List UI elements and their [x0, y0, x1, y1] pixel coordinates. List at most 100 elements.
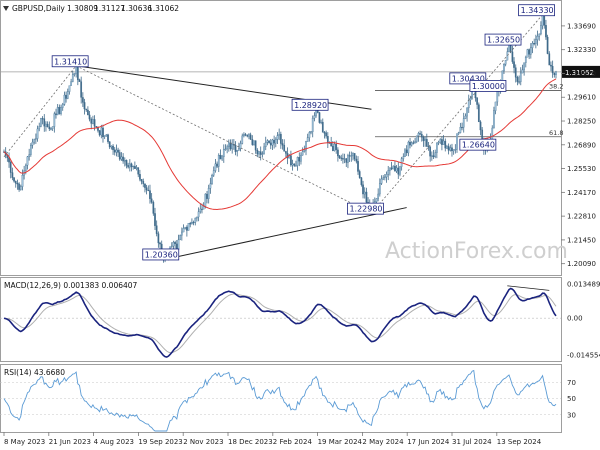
- x-axis-tick-label: 19 Sep 2023: [138, 438, 182, 446]
- price-candle: [285, 151, 287, 154]
- price-candle: [36, 128, 39, 139]
- price-candle: [293, 163, 296, 166]
- macd-y-tick-label: -0.014554: [567, 352, 600, 360]
- price-candle: [268, 140, 270, 144]
- price-candle: [13, 177, 15, 182]
- price-candle: [128, 163, 131, 168]
- price-candle: [140, 179, 143, 182]
- price-candle: [212, 170, 215, 176]
- price-candle: [345, 158, 348, 163]
- price-candle: [66, 91, 69, 99]
- price-candle: [444, 140, 447, 149]
- price-candle: [120, 156, 123, 160]
- price-candle: [375, 198, 378, 202]
- price-annotation-box: [142, 248, 180, 261]
- price-candle: [184, 226, 187, 229]
- price-candle: [526, 49, 529, 58]
- watermark: ActionForex.com: [385, 239, 568, 264]
- price-candle: [357, 161, 359, 172]
- price-candle: [58, 107, 61, 114]
- price-candle: [513, 61, 515, 68]
- price-candle: [281, 143, 284, 146]
- price-candle: [122, 156, 124, 162]
- price-candle: [221, 156, 223, 160]
- fib-level-label: 38.2: [549, 82, 563, 90]
- price-candle: [157, 233, 160, 244]
- rsi-y-tick-label: 30: [567, 411, 576, 419]
- price-candle: [352, 153, 354, 156]
- price-candle: [407, 141, 410, 154]
- sma-line: [3, 78, 557, 210]
- price-annotation-box: [484, 33, 522, 46]
- price-annotation-label: 1.28920: [294, 101, 327, 110]
- price-candle: [303, 149, 306, 152]
- price-candle: [464, 115, 467, 119]
- price-candle: [469, 98, 472, 101]
- price-candle: [180, 231, 183, 236]
- price-candle: [95, 126, 98, 128]
- price-candle: [80, 81, 83, 98]
- macd-signal-line: [3, 293, 557, 354]
- price-candle: [451, 147, 453, 152]
- price-candle: [518, 81, 520, 83]
- price-candle: [187, 223, 190, 231]
- price-candle: [186, 226, 188, 231]
- price-layer: 38.2 61.8 1.31410 1.20360 1.28920 1.22980 1.30…: [0, 4, 600, 263]
- price-candle: [306, 137, 309, 142]
- price-candle: [130, 163, 133, 168]
- price-candle: [46, 123, 49, 128]
- x-axis-tick-label: 31 Jul 2024: [452, 438, 492, 446]
- price-candle: [63, 94, 66, 105]
- macd-y-tick-label: 0.013489: [567, 281, 600, 289]
- price-candle: [301, 151, 304, 156]
- price-candle: [342, 158, 344, 160]
- price-candle: [154, 213, 156, 226]
- price-candle: [263, 146, 265, 154]
- price-candle: [56, 107, 59, 116]
- x-axis-tick-label: 2 Feb 2024: [273, 438, 313, 446]
- price-candle: [420, 133, 423, 138]
- price-candle: [461, 126, 463, 129]
- price-candle: [107, 134, 109, 142]
- price-candle: [330, 142, 333, 147]
- price-candle: [308, 132, 311, 138]
- price-candle: [147, 189, 150, 192]
- price-candle: [419, 133, 421, 135]
- price-y-tick-label: 1.30970: [567, 70, 596, 78]
- price-candle: [493, 110, 495, 129]
- price-candle: [150, 198, 153, 203]
- price-candle: [459, 126, 462, 133]
- price-candle: [127, 165, 130, 168]
- price-candle: [256, 150, 259, 155]
- price-candle: [295, 165, 297, 167]
- price-candle: [50, 128, 52, 130]
- price-candle: [202, 206, 205, 210]
- price-candle: [261, 153, 264, 155]
- price-candle: [82, 97, 84, 103]
- price-candle: [239, 143, 242, 149]
- x-axis-tick-label: 2 Nov 2023: [183, 438, 223, 446]
- price-candle: [149, 190, 151, 199]
- price-annotation-box: [469, 80, 507, 92]
- price-candle: [269, 142, 272, 146]
- price-annotation-box: [459, 138, 497, 151]
- price-candle: [211, 175, 213, 184]
- price-candle: [9, 161, 12, 173]
- price-candle: [229, 142, 232, 150]
- price-candle: [21, 175, 24, 187]
- price-candle: [531, 43, 534, 48]
- price-candle: [266, 140, 269, 143]
- price-annotation-label: 1.26640: [462, 141, 495, 150]
- price-candle: [290, 155, 292, 166]
- price-candle: [19, 186, 22, 190]
- price-candle: [536, 36, 539, 40]
- price-candle: [214, 163, 217, 171]
- price-candle: [259, 151, 262, 155]
- price-candle: [523, 62, 525, 71]
- price-candle: [209, 183, 212, 189]
- price-candle: [51, 126, 54, 129]
- price-candle: [456, 133, 458, 150]
- price-candle: [321, 121, 324, 133]
- price-panel-frame: [0, 0, 562, 276]
- price-candle: [100, 127, 103, 136]
